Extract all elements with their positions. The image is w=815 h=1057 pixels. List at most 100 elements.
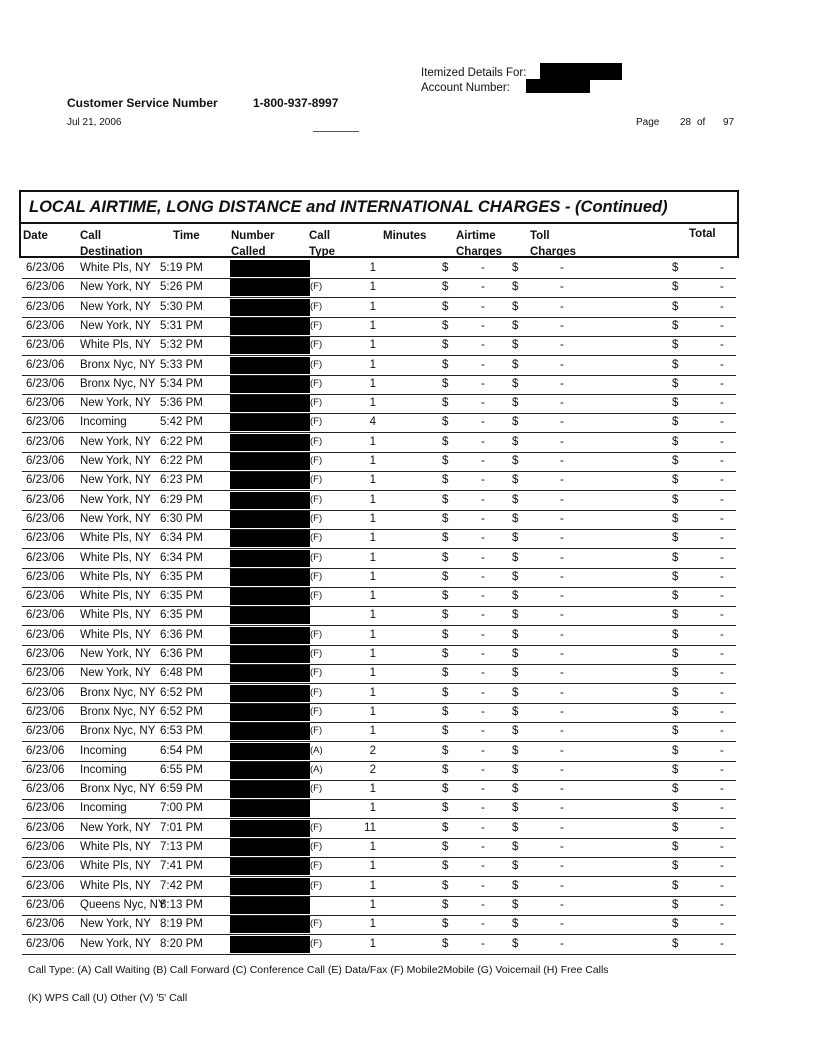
- cell-date: 6/23/06: [26, 686, 65, 699]
- cell-total-currency: $: [672, 551, 679, 564]
- redacted-number: [230, 491, 310, 509]
- redacted-number: [230, 781, 310, 799]
- cell-total-value: -: [720, 648, 724, 660]
- cell-airtime-value: -: [481, 512, 485, 525]
- cell-toll-currency: $: [512, 377, 519, 390]
- cell-airtime-value: -: [481, 474, 485, 487]
- cell-toll-currency: $: [512, 397, 519, 410]
- cell-destination: New York, NY: [80, 821, 151, 834]
- redacted-number: [230, 684, 310, 702]
- cell-call-type: (F): [310, 532, 323, 544]
- redacted-number: [230, 279, 310, 297]
- cell-total-value: -: [720, 763, 724, 776]
- customer-service-label: Customer Service Number: [67, 96, 218, 110]
- cell-call-type: (F): [310, 686, 323, 698]
- cell-total-currency: $: [672, 705, 679, 718]
- cell-total-value: -: [720, 551, 724, 564]
- cell-minutes: 1: [369, 319, 376, 332]
- cell-airtime-currency: $: [442, 686, 449, 699]
- cell-destination: New York, NY: [80, 281, 151, 294]
- cell-total-currency: $: [672, 590, 679, 603]
- cell-date: 6/23/06: [26, 377, 65, 390]
- cell-toll-value: -: [560, 705, 564, 718]
- cell-call-type: (F): [310, 416, 323, 428]
- cell-toll-currency: $: [512, 262, 519, 274]
- cell-toll-currency: $: [512, 512, 519, 525]
- redacted-number: [230, 298, 310, 316]
- cell-time: 6:34 PM: [160, 532, 203, 545]
- cell-airtime-currency: $: [442, 339, 449, 352]
- cell-destination: White Pls, NY: [80, 628, 151, 641]
- cell-date: 6/23/06: [26, 397, 65, 410]
- cell-time: 7:13 PM: [160, 841, 203, 853]
- cell-time: 6:23 PM: [160, 474, 203, 487]
- cell-toll-currency: $: [512, 763, 519, 776]
- cell-time: 6:35 PM: [160, 590, 203, 603]
- cell-date: 6/23/06: [26, 532, 65, 545]
- cell-total-currency: $: [672, 821, 679, 834]
- cell-destination: New York, NY: [80, 512, 151, 525]
- cell-total-currency: $: [672, 281, 679, 294]
- table-row: 6/23/06 White Pls, NY 6:34 PM (F) 1 $ - $ - $ -: [22, 549, 736, 569]
- cell-destination: New York, NY: [80, 319, 151, 332]
- cell-toll-currency: $: [512, 435, 519, 448]
- cell-total-currency: $: [672, 339, 679, 352]
- cell-airtime-value: -: [481, 397, 485, 410]
- section-title: LOCAL AIRTIME, LONG DISTANCE and INTERNA…: [29, 198, 668, 216]
- customer-service-number: 1-800-937-8997: [253, 96, 339, 110]
- cell-airtime-value: -: [481, 377, 485, 390]
- cell-airtime-currency: $: [442, 416, 449, 429]
- cell-total-value: -: [720, 532, 724, 545]
- cell-minutes: 1: [369, 512, 376, 525]
- cell-time: 7:00 PM: [160, 802, 203, 815]
- cell-destination: Incoming: [80, 416, 127, 429]
- cell-time: 6:36 PM: [160, 628, 203, 641]
- page-current: 28: [680, 117, 692, 128]
- cell-airtime-currency: $: [442, 397, 449, 410]
- cell-date: 6/23/06: [26, 512, 65, 525]
- cell-airtime-currency: $: [442, 319, 449, 332]
- cell-date: 6/23/06: [26, 821, 65, 834]
- table-row: 6/23/06 Incoming 5:42 PM (F) 4 $ - $ - $ -: [22, 413, 736, 434]
- cell-toll-value: -: [560, 262, 564, 274]
- cell-call-type: (F): [310, 628, 323, 640]
- cell-toll-value: -: [560, 802, 564, 815]
- cell-call-type: (A): [310, 763, 323, 775]
- redacted-number: [230, 703, 310, 721]
- redacted-number: [230, 414, 310, 432]
- redacted-number: [230, 549, 310, 567]
- table-row: 6/23/06 White Pls, NY 5:19 PM 1 $ - $ - $ -: [22, 259, 736, 279]
- cell-date: 6/23/06: [26, 879, 65, 892]
- cell-total-currency: $: [672, 493, 679, 506]
- col-time: Time: [173, 230, 200, 242]
- cell-airtime-value: -: [481, 686, 485, 699]
- cell-total-value: -: [720, 377, 724, 390]
- redacted-number: [230, 530, 310, 548]
- redacted-number: [230, 260, 310, 277]
- cell-destination: White Pls, NY: [80, 609, 151, 622]
- cell-airtime-value: -: [481, 455, 485, 467]
- table-row: 6/23/06 New York, NY 5:31 PM (F) 1 $ - $ - $ -: [22, 317, 736, 337]
- cell-time: 6:35 PM: [160, 609, 203, 622]
- page-total: 97: [723, 117, 735, 128]
- cell-total-currency: $: [672, 628, 679, 641]
- col-airtime-charges: Airtime Charges: [456, 230, 503, 258]
- cell-total-currency: $: [672, 435, 679, 448]
- cell-minutes: 1: [369, 937, 376, 950]
- cell-toll-currency: $: [512, 551, 519, 564]
- redacted-number: [230, 337, 310, 355]
- cell-minutes: 1: [369, 841, 376, 853]
- cell-date: 6/23/06: [26, 763, 65, 776]
- table-row: 6/23/06 New York, NY 5:36 PM (F) 1 $ - $ - $ -: [22, 394, 736, 415]
- redacted-number: [230, 819, 310, 837]
- table-row: 6/23/06 Bronx Nyc, NY 6:52 PM (F) 1 $ - $ - $ -: [22, 703, 736, 723]
- redacted-number: [230, 588, 310, 606]
- cell-call-type: (A): [310, 744, 323, 756]
- cell-total-currency: $: [672, 300, 679, 313]
- cell-call-type: (F): [310, 512, 323, 524]
- cell-minutes: 1: [369, 590, 376, 603]
- cell-call-type: (F): [310, 860, 323, 872]
- redacted-number: [230, 742, 310, 760]
- cell-call-type: (F): [310, 281, 323, 293]
- cell-toll-value: -: [560, 455, 564, 467]
